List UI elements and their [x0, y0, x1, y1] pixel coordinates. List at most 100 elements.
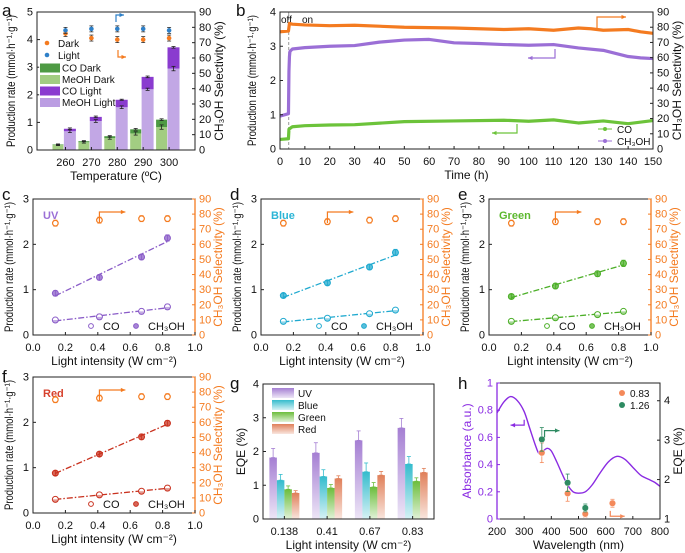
x-axis: 0 10 20 30 40 50 60 70 80 90 100 110 120 130 140 150 [277, 146, 662, 168]
x-tick-label: 600 [596, 526, 614, 538]
y2-tick-label: 60 [199, 417, 211, 429]
panel-tag: Red [43, 388, 64, 400]
series-line-co [279, 118, 654, 142]
bars [52, 46, 180, 150]
y-tick-label: 4 [270, 7, 276, 19]
fit-line-ch3oh [283, 254, 396, 298]
x-tick-label: 0.138 [271, 526, 299, 538]
y2-tick-label: 70 [427, 224, 439, 236]
point-ch3oh [51, 289, 59, 297]
y-axis-title: Production rate (mmol·h⁻¹·g⁻¹) [2, 202, 16, 332]
point-co-half [392, 310, 399, 314]
arrow-ch3oh [528, 49, 556, 59]
y2-tick-label: 50 [657, 67, 669, 79]
legend: CO CH₃OH [88, 499, 185, 511]
x-tick-label: 0.6 [123, 342, 138, 354]
legend-swatch [40, 63, 60, 73]
y2-tick-label: 90 [199, 7, 211, 19]
legend-label: 0.83 [630, 389, 650, 400]
x-tick-label: 300 [160, 157, 178, 169]
y-tick-label: 3 [23, 194, 29, 206]
y2-tick-label: 0 [199, 145, 205, 157]
legend-label: CO Light [62, 87, 102, 98]
y-tick-label: 3 [27, 62, 33, 74]
y-axis-left: 0 1 2 3 [23, 194, 36, 342]
y2-tick-label: 10 [199, 314, 211, 326]
point-co-half [280, 321, 287, 325]
legend-swatch [40, 75, 60, 84]
x-axis: 260 270 280 290 300 [56, 147, 178, 169]
y2-tick-label: 70 [657, 37, 669, 49]
arrow-selectivity [326, 211, 354, 223]
point-co-half [164, 488, 171, 492]
point-ch3oh [366, 263, 374, 271]
panel-label: c [2, 185, 11, 204]
legend: CO CH₃OH [88, 321, 185, 333]
x-tick-label: 0.6 [351, 342, 366, 354]
point-ch3oh [163, 419, 171, 427]
x-tick-label: 140 [619, 156, 637, 168]
y2-tick-label: 40 [199, 447, 211, 459]
y2-tick-label: 0 [427, 330, 433, 342]
arrow-selectivity-head [576, 209, 582, 215]
point-selectivity [594, 218, 601, 226]
point-co-half [552, 317, 559, 321]
y-tick-label: 3 [251, 194, 257, 206]
arrow-eqe-083 [609, 510, 625, 517]
y2-tick-label: 70 [199, 402, 211, 414]
eqe-point-0-83 [608, 499, 617, 507]
bar-uv [397, 427, 406, 519]
x-tick-label: 0.2 [58, 520, 73, 532]
x-tick-label: 1.0 [187, 342, 202, 354]
x-tick-label: 100 [519, 156, 537, 168]
fit-line-co [55, 487, 168, 501]
x-tick-label: 0.0 [253, 342, 268, 354]
y-tick-label: 1 [23, 284, 29, 296]
y2-tick-label: 50 [655, 254, 667, 266]
y2-tick-label: 20 [657, 113, 669, 125]
y2-tick-label: 40 [199, 269, 211, 281]
y2-axis-title: CH₃OH Selectivity (%) [667, 207, 681, 327]
fit-line-co [511, 311, 624, 323]
y2-tick-label: 60 [657, 52, 669, 64]
y2-tick-label: 50 [199, 432, 211, 444]
y-axis-title: EQE (%) [234, 428, 248, 475]
y2-tick-label: 30 [427, 284, 439, 296]
y-axis-left: 0 1 2 3 4 [253, 379, 266, 526]
y2-tick-label: 90 [199, 194, 211, 206]
y2-axis-title: EQE (%) [671, 427, 685, 474]
series-line-selectivity [279, 21, 654, 35]
bar-green [284, 489, 292, 519]
y2-tick-label: 2 [664, 474, 670, 486]
fit-line-co [55, 307, 168, 322]
x-tick-label: 70 [448, 156, 460, 168]
y2-axis-title: CH₃OH Selectivity (%) [670, 21, 684, 141]
y-axis-title: Production rate (mmol·h⁻¹·g⁻¹) [458, 202, 472, 332]
y2-tick-label: 60 [199, 53, 211, 65]
annotation-off: off [281, 15, 292, 26]
point-selectivity [138, 393, 145, 401]
legend-swatch [272, 412, 294, 422]
x-tick-label: 0.4 [546, 342, 561, 354]
y-tick-label: 2 [270, 75, 276, 87]
legend-marker [88, 501, 94, 507]
y-axis-title: Production rate (mmol·h⁻¹·g⁻¹) [245, 15, 259, 146]
point-selectivity [366, 216, 373, 224]
arrow-eqe-126 [543, 430, 560, 438]
bar-co-dark [130, 129, 142, 134]
y2-tick-label: 0 [657, 144, 663, 156]
y2-tick-label: 50 [199, 68, 211, 80]
point-selectivity [164, 393, 171, 401]
y-axis-left: 0 0.2 0.4 0.6 0.8 1 [478, 378, 500, 526]
legend-label: Green [298, 413, 326, 424]
x-tick-label: 0.41 [316, 526, 337, 538]
y2-tick-label: 90 [655, 194, 667, 206]
x-tick-label: 700 [624, 526, 642, 538]
y-tick-label: 2 [27, 89, 33, 101]
y2-tick-label: 80 [199, 209, 211, 221]
y-tick-label: 1 [479, 284, 485, 296]
